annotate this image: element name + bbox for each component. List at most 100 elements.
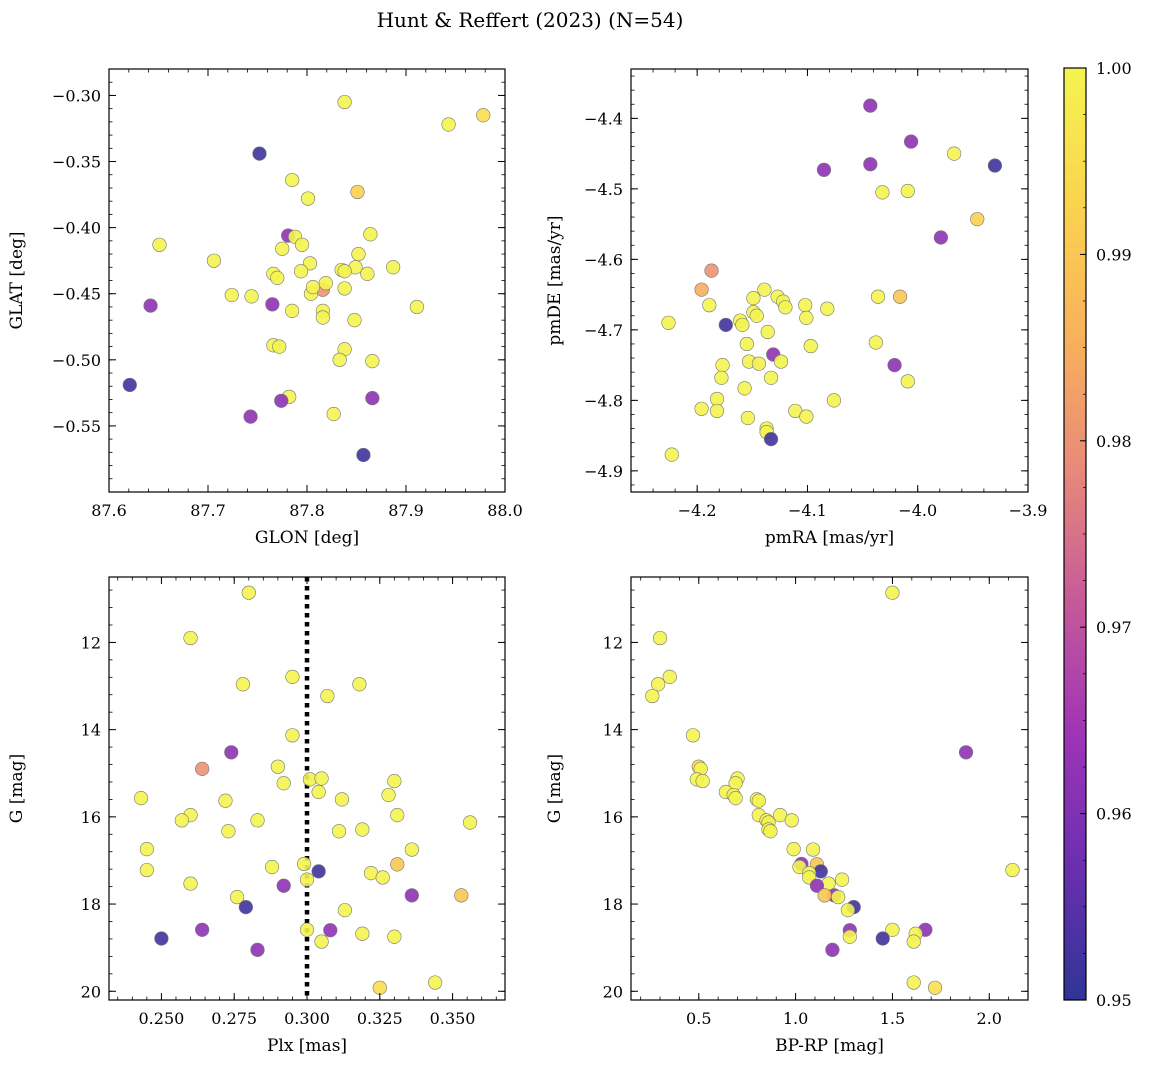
data-point (868, 335, 883, 350)
data-point (337, 903, 352, 918)
colorbar-tick-label: 0.98 (1096, 432, 1132, 451)
data-point (462, 815, 478, 830)
data-point (331, 824, 347, 839)
data-point (760, 324, 775, 340)
data-point (235, 677, 251, 692)
data-point (305, 280, 321, 295)
x-tick-label: 0.300 (284, 1009, 330, 1028)
data-point (334, 792, 350, 807)
data-point (355, 822, 370, 837)
data-point (927, 980, 943, 995)
y-tick-label: 16 (603, 808, 623, 827)
data-point (243, 409, 258, 424)
data-point (337, 281, 352, 296)
y-tick-label: 18 (603, 895, 623, 914)
data-point (224, 745, 239, 760)
data-point (749, 308, 764, 323)
x-tick-label: −4.0 (898, 501, 937, 520)
panel-plx-g: 0.250 0.275 0.300 0.325 0.350 12 14 16 18 20 Plx [… (7, 576, 506, 1056)
x-tick-label: 87.8 (289, 501, 325, 520)
data-point (276, 776, 291, 791)
data-point (218, 793, 233, 808)
data-point (746, 291, 761, 306)
data-point (870, 289, 886, 304)
y-tick-label: −4.7 (584, 321, 623, 340)
data-point (809, 878, 825, 893)
data-point (337, 94, 352, 110)
data-point (390, 857, 405, 872)
data-point (360, 266, 375, 281)
data-point (404, 888, 419, 903)
data-point (195, 761, 210, 776)
data-point (885, 585, 900, 600)
data-point (825, 942, 840, 957)
plot-frame (630, 576, 1029, 1001)
colorbar-tick-label: 0.97 (1096, 618, 1132, 637)
data-point (206, 253, 222, 268)
data-point (265, 297, 280, 312)
data-point (757, 282, 772, 297)
data-point (695, 773, 710, 789)
data-point (737, 381, 752, 396)
data-point (887, 358, 902, 373)
data-point (302, 256, 318, 271)
y-tick-label: 12 (603, 633, 623, 652)
data-point (773, 808, 788, 823)
y-axis-label: G [mag] (7, 754, 27, 823)
data-point (817, 888, 832, 903)
data-point (786, 842, 801, 857)
data-point (803, 338, 818, 354)
x-tick-label: 0.325 (357, 1009, 403, 1028)
data-point (314, 934, 329, 949)
y-axis-label: G [mag] (545, 754, 565, 823)
data-point (685, 728, 701, 743)
y-tick-label: −0.40 (52, 219, 101, 238)
x-tick-label: −4.1 (788, 501, 827, 520)
data-point (751, 356, 767, 371)
y-tick-label: −4.6 (584, 250, 623, 269)
x-tick-label: 87.7 (190, 501, 226, 520)
data-point (906, 934, 921, 949)
x-tick-label: −4.2 (678, 501, 717, 520)
colorbar-gradient (1063, 67, 1087, 1001)
data-point (174, 813, 189, 828)
data-point (332, 352, 347, 367)
x-axis-label: Plx [mas] (267, 1036, 347, 1056)
data-point (428, 975, 443, 990)
data-point (735, 317, 750, 333)
data-point (356, 447, 371, 463)
data-point (798, 298, 813, 313)
y-tick-label: −0.30 (52, 86, 101, 105)
data-point (970, 212, 985, 227)
data-point (751, 793, 766, 808)
data-point (274, 393, 289, 408)
data-point (386, 260, 401, 275)
data-point (152, 237, 167, 252)
figure-title: Hunt & Reffert (2023) (N=54) (377, 8, 684, 32)
data-point (300, 191, 316, 206)
y-tick-label: −4.5 (584, 180, 623, 199)
data-point (404, 842, 419, 857)
data-point (900, 374, 915, 389)
y-tick-label: 20 (81, 982, 101, 1001)
data-point (241, 585, 256, 600)
panel-pmra-pmde: −4.2 −4.1 −4.0 −3.9 −4.9 −4.8 −4.7 −4.6 −4.5 −4.4… (545, 68, 1047, 548)
data-point (183, 876, 198, 891)
data-point (264, 859, 280, 875)
colorbar-tick-label: 0.96 (1096, 805, 1132, 824)
data-point (718, 317, 733, 333)
data-point (139, 842, 154, 857)
data-point (387, 773, 402, 789)
data-point (652, 630, 668, 646)
data-point (661, 315, 676, 330)
data-point (337, 264, 352, 279)
data-point (958, 745, 974, 760)
data-point (694, 282, 709, 297)
data-point (375, 870, 390, 885)
data-point (323, 923, 338, 938)
y-axis-label: pmDE [mas/yr] (545, 215, 565, 345)
data-point (285, 172, 300, 188)
x-tick-label: 0.275 (211, 1009, 257, 1028)
y-tick-label: −0.50 (52, 351, 101, 370)
